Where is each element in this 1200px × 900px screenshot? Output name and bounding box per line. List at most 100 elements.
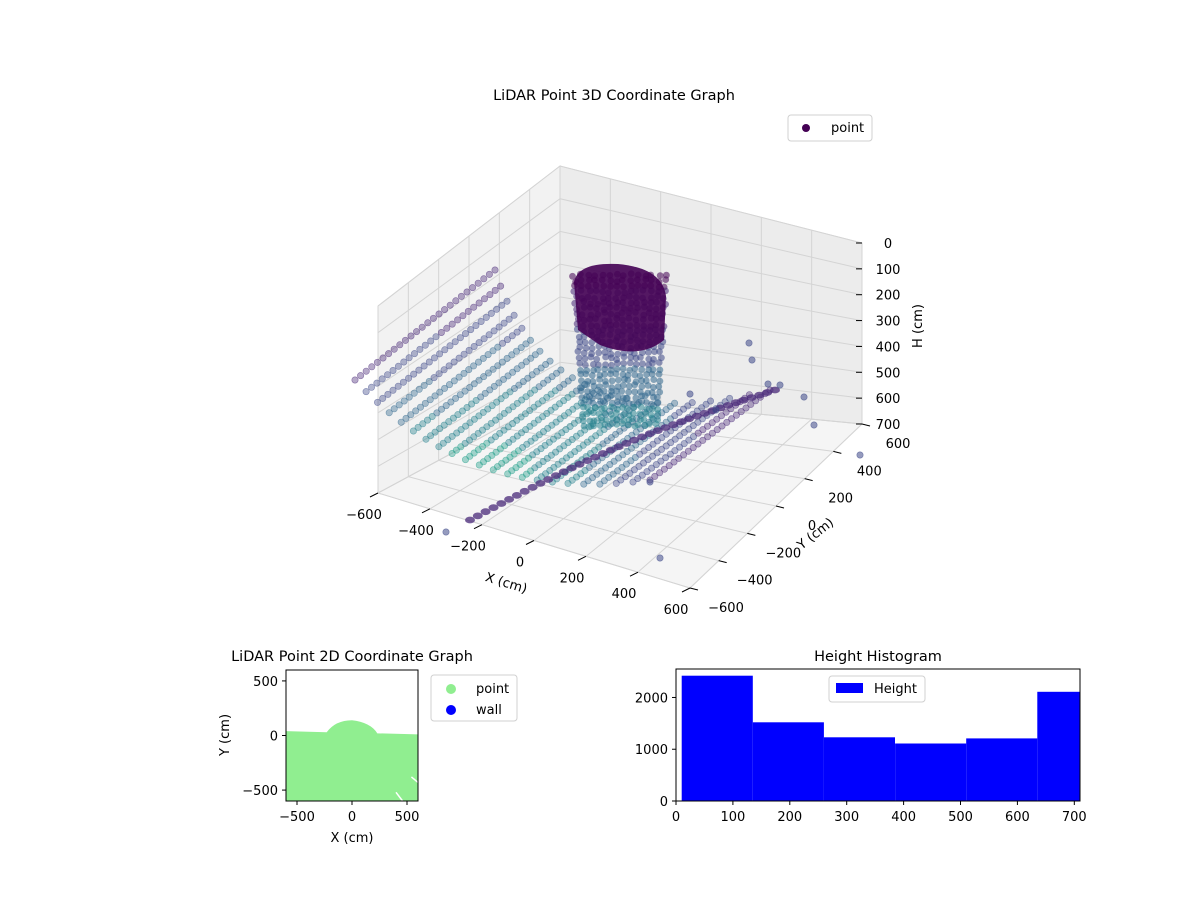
point-3d-cyl <box>595 410 603 418</box>
point-3d-outlier <box>764 380 772 388</box>
point-3d-cyl <box>576 359 584 367</box>
point-3d-cyl <box>613 387 620 395</box>
point-3d-arc <box>582 457 593 464</box>
point-3d-cyl <box>578 377 585 385</box>
point-3d <box>452 394 460 402</box>
point-3d <box>400 358 408 366</box>
point-3d-cyl <box>612 370 620 378</box>
point-3d <box>470 380 478 388</box>
point-3d-cyl <box>588 388 596 396</box>
point-3d <box>510 311 518 319</box>
point-3d <box>431 428 439 436</box>
point-3d <box>485 270 493 278</box>
point-3d-cyl <box>601 421 609 429</box>
point-region-2d <box>286 720 418 801</box>
point-3d-arc <box>770 386 780 394</box>
point-3d <box>418 323 426 331</box>
point-3d <box>497 282 505 290</box>
point-3d <box>421 399 429 407</box>
point-3d <box>405 393 413 401</box>
grid-z <box>377 198 863 334</box>
point-3d <box>629 478 637 486</box>
point-3d <box>717 412 725 420</box>
point-3d <box>688 399 696 407</box>
point-3d <box>401 336 409 344</box>
point-3d-arc <box>472 512 483 520</box>
legend-marker-point <box>802 124 810 132</box>
point-3d-cyl <box>590 422 598 430</box>
point-3d <box>685 436 693 444</box>
point-3d <box>475 299 483 307</box>
point-3d <box>480 373 488 381</box>
point-3d <box>557 366 565 374</box>
point-3d <box>522 340 530 348</box>
point-3d <box>495 323 503 331</box>
point-3d-arc <box>551 472 561 479</box>
panel-hist: Height Histogram 0 100 200 300 400 500 600 7000… <box>635 649 1087 825</box>
point-3d-outlier <box>810 421 818 429</box>
tick-y-3d <box>775 505 785 509</box>
legend-label-point: point <box>831 121 864 136</box>
point-3d-cyl <box>614 398 621 406</box>
tick-label-x-3d: −400 <box>398 524 434 539</box>
point-3d <box>477 393 485 401</box>
point-3d <box>718 422 726 430</box>
point-3d <box>708 419 716 427</box>
point-3d <box>466 383 474 391</box>
ylabel-2d: Y (cm) <box>218 714 233 757</box>
point-3d-cyl <box>650 384 657 391</box>
cylinder-top <box>574 263 666 352</box>
point-3d <box>470 362 478 370</box>
point-3d-cyl <box>600 387 608 395</box>
xlabel-3d: X (cm) <box>483 570 529 597</box>
point-3d <box>676 443 684 451</box>
point-3d-cyl <box>579 417 587 425</box>
point-3d-cyl <box>631 381 639 389</box>
point-3d-cyl <box>582 361 589 369</box>
point-3d <box>423 416 431 424</box>
point-3d <box>747 400 755 408</box>
point-3d <box>399 378 407 386</box>
point-3d <box>670 458 678 466</box>
point-3d-outlier <box>800 393 808 401</box>
point-3d-cyl <box>638 383 646 390</box>
point-3d-cyl <box>614 393 622 400</box>
point-3d <box>407 411 415 419</box>
point-3d <box>472 396 480 404</box>
tick-label-y-hist: 0 <box>660 795 668 810</box>
tick-label-x-hist: 400 <box>891 810 916 825</box>
point-3d <box>447 398 455 406</box>
point-3d <box>470 303 478 311</box>
point-3d <box>706 397 714 405</box>
point-3d <box>441 306 449 314</box>
point-3d <box>437 328 445 336</box>
axes-frame-hist <box>675 668 1081 802</box>
point-3d-arc <box>480 508 491 516</box>
point-3d <box>445 362 453 370</box>
point-3d <box>662 454 670 462</box>
point-3d-cyl <box>590 382 598 390</box>
point-3d-arc <box>746 394 757 401</box>
tick-label-z-3d: 100 <box>876 263 901 278</box>
point-3d <box>494 343 502 351</box>
point-3d <box>657 457 665 465</box>
grid-y-floor <box>438 459 748 534</box>
point-3d <box>409 427 417 435</box>
point-3d <box>424 319 432 327</box>
point-3d <box>638 471 646 479</box>
tick-label-y-2d: −500 <box>242 784 278 799</box>
point-3d-arc <box>723 402 734 409</box>
point-3d <box>385 409 393 417</box>
point-3d <box>445 418 453 426</box>
point-3d-cyl <box>630 403 638 411</box>
point-3d-cyl <box>576 338 584 346</box>
point-3d <box>373 358 381 366</box>
point-3d <box>482 313 490 321</box>
point-3d-outlier <box>646 478 654 486</box>
point-3d <box>440 421 448 429</box>
point-3d <box>379 394 387 402</box>
tick-label-x-2d: 500 <box>395 810 420 825</box>
point-3d <box>491 286 499 294</box>
point-3d-arc <box>691 412 702 420</box>
point-3d-cyl <box>569 272 576 280</box>
